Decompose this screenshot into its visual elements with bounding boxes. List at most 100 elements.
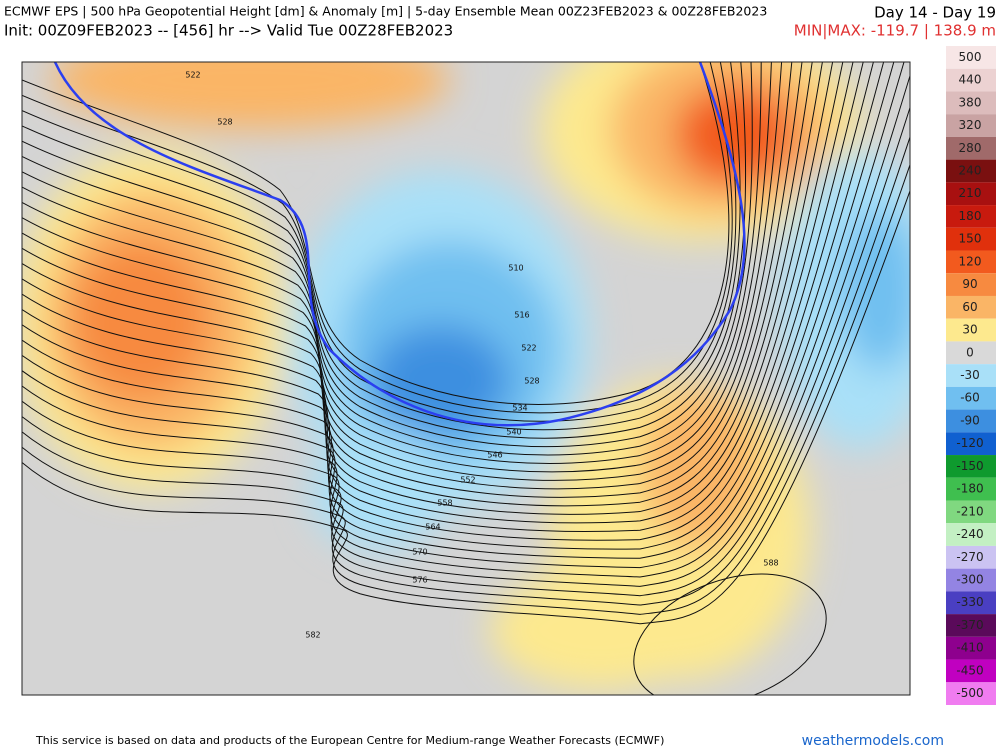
notice: This service is based on data and produc… bbox=[35, 734, 664, 747]
colorbar-label: -90 bbox=[960, 413, 980, 427]
contour-line bbox=[22, 62, 733, 414]
contour-line bbox=[22, 105, 910, 597]
contour-label: 546 bbox=[487, 451, 502, 460]
colorbar-swatch bbox=[946, 682, 996, 705]
colorbar-label: -210 bbox=[956, 504, 983, 518]
contour-label: 528 bbox=[524, 377, 539, 386]
contour-label: 588 bbox=[763, 559, 778, 568]
contour-label: 510 bbox=[508, 264, 523, 273]
colorbar: 500 440 380 320 280 240 210 180 150 120 90 60 30 0 -30… bbox=[946, 46, 996, 705]
colorbar-swatch bbox=[946, 659, 996, 683]
colorbar-label: -30 bbox=[960, 368, 980, 382]
contour-line bbox=[22, 62, 772, 464]
contour-line bbox=[22, 62, 803, 490]
colorbar-label: 150 bbox=[959, 232, 982, 246]
contour-label: 540 bbox=[506, 428, 521, 437]
colorbar-swatch bbox=[946, 250, 996, 274]
contour-line bbox=[22, 62, 783, 473]
contour-line bbox=[22, 189, 910, 625]
colorbar-swatch bbox=[946, 295, 996, 319]
contour-line bbox=[22, 163, 910, 615]
minmax: MIN|MAX: -119.7 | 138.9 m bbox=[794, 22, 996, 40]
contour-line bbox=[22, 62, 753, 447]
colorbar-label: -120 bbox=[956, 436, 983, 450]
contour-line bbox=[22, 62, 813, 498]
contour-line bbox=[22, 62, 730, 405]
colorbar-label: -300 bbox=[956, 573, 983, 587]
init: Init: 00Z09FEB2023 -- [456] hr --> Valid… bbox=[4, 22, 453, 40]
colorbar-swatch bbox=[946, 386, 996, 410]
contour-line bbox=[22, 62, 874, 550]
colorbar-label: -180 bbox=[956, 482, 983, 496]
contour-label: 552 bbox=[460, 476, 475, 485]
colorbar-swatch bbox=[946, 591, 996, 615]
colorbar-label: -370 bbox=[956, 618, 983, 632]
colorbar-swatch bbox=[946, 46, 996, 69]
colorbar-label: -150 bbox=[956, 459, 983, 473]
contour-label: 558 bbox=[437, 499, 452, 508]
colorbar-label: 180 bbox=[959, 209, 982, 223]
colorbar-label: 280 bbox=[959, 141, 982, 155]
contour-line bbox=[22, 135, 910, 606]
colorbar-swatch bbox=[946, 614, 996, 637]
colorbar-label: -500 bbox=[956, 686, 983, 700]
colorbar-swatch bbox=[946, 136, 996, 160]
colorbar-swatch bbox=[946, 68, 996, 92]
colorbar-swatch bbox=[946, 341, 996, 365]
contour-line bbox=[22, 62, 895, 569]
colorbar-label: 90 bbox=[962, 277, 977, 291]
colorbar-swatch bbox=[946, 318, 996, 342]
colorbar-swatch bbox=[946, 114, 996, 137]
colorbar-label: -60 bbox=[960, 391, 980, 405]
contour-line bbox=[22, 62, 762, 456]
colorbar-swatch bbox=[946, 432, 996, 456]
map-frame bbox=[21, 61, 911, 696]
contour-line bbox=[22, 74, 910, 587]
contour-label: 534 bbox=[512, 404, 527, 413]
colorbar-swatch bbox=[946, 159, 996, 183]
colorbar-swatch bbox=[946, 409, 996, 433]
colorbar-swatch bbox=[946, 568, 996, 592]
contour-line bbox=[22, 62, 793, 481]
contour-label: 582 bbox=[305, 631, 320, 640]
contour-label: 564 bbox=[425, 523, 440, 532]
colorbar-swatch bbox=[946, 636, 996, 660]
colorbar-label: 440 bbox=[959, 73, 982, 87]
colorbar-label: 210 bbox=[959, 186, 982, 200]
colorbar-label: 320 bbox=[959, 118, 982, 132]
colorbar-swatch bbox=[946, 182, 996, 206]
period: Day 14 - Day 19 bbox=[874, 4, 996, 22]
contour-line bbox=[22, 62, 823, 507]
contour-label: 528 bbox=[217, 118, 232, 127]
title: ECMWF EPS | 500 hPa Geopotential Height … bbox=[4, 4, 767, 19]
contour-label: 522 bbox=[185, 71, 200, 80]
colorbar-label: 30 bbox=[962, 323, 977, 337]
map: 522 528 510 516 522 528 534 540 546 552 558 564 570 5… bbox=[22, 62, 910, 695]
contour-line bbox=[22, 62, 854, 532]
contour-line bbox=[22, 62, 905, 578]
contour-label: 570 bbox=[412, 548, 427, 557]
colorbar-swatch bbox=[946, 545, 996, 569]
colorbar-label: 380 bbox=[959, 95, 982, 109]
colorbar-swatch bbox=[946, 523, 996, 546]
colorbar-label: 240 bbox=[959, 163, 982, 177]
colorbar-label: 0 bbox=[966, 345, 974, 359]
site[interactable]: weathermodels.com bbox=[802, 733, 944, 749]
colorbar-label: 500 bbox=[959, 50, 982, 64]
colorbar-label: 60 bbox=[962, 300, 977, 314]
colorbar-swatch bbox=[946, 500, 996, 524]
colorbar-swatch bbox=[946, 455, 996, 478]
contour-label: 576 bbox=[412, 576, 427, 585]
colorbar-label: -410 bbox=[956, 641, 983, 655]
colorbar-swatch bbox=[946, 91, 996, 115]
contour-line bbox=[22, 62, 746, 439]
colorbar-label: -330 bbox=[956, 595, 983, 609]
contour-line bbox=[22, 62, 741, 431]
contour-label: 522 bbox=[521, 344, 536, 353]
colorbar-swatch bbox=[946, 273, 996, 296]
colorbar-label: -450 bbox=[956, 663, 983, 677]
colorbar-swatch bbox=[946, 227, 996, 251]
colorbar-label: -270 bbox=[956, 550, 983, 564]
colorbar-swatch bbox=[946, 364, 996, 387]
